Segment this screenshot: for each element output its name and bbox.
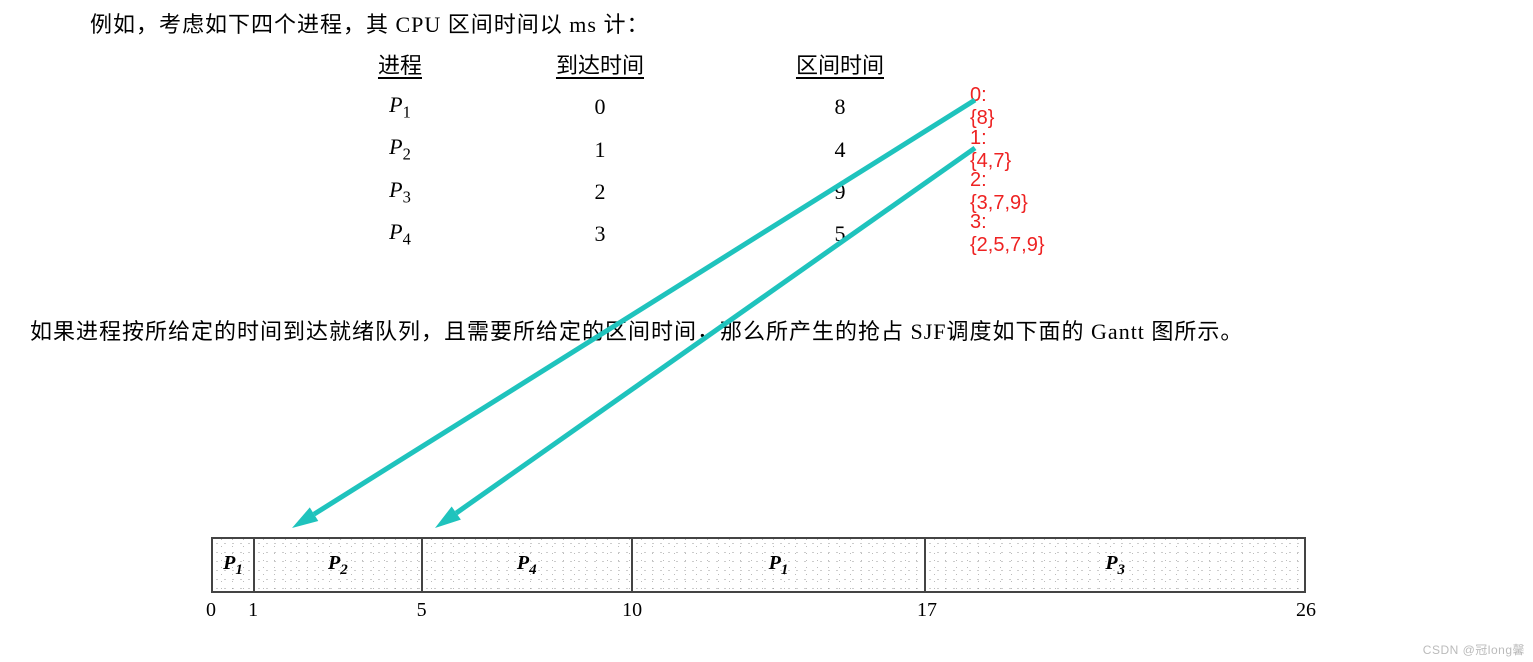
cell-burst: 5	[740, 221, 940, 247]
row-annotation: 2:{3,7,9}	[970, 169, 1028, 215]
row-annotation: 1:{4,7}	[970, 127, 1011, 173]
cell-arrival: 3	[460, 221, 740, 247]
cell-arrival: 1	[460, 137, 740, 163]
table-row: P2141:{4,7}	[340, 134, 940, 164]
body-paragraph: 如果进程按所给定的时间到达就绪队列，且需要所给定的区间时间，那么所产生的抢占 S…	[30, 310, 1500, 354]
gantt-segment: P1	[633, 539, 927, 591]
gantt-tick: 0	[206, 599, 216, 622]
gantt-tick: 26	[1296, 599, 1316, 622]
header-process: 进程	[340, 48, 460, 80]
row-annotation: 3:{2,5,7,9}	[970, 211, 1045, 257]
gantt-segment: P2	[255, 539, 423, 591]
cell-burst: 4	[740, 137, 940, 163]
cell-process: P4	[340, 219, 460, 249]
row-annotation: 0:{8}	[970, 84, 994, 130]
arrow-head-icon	[292, 507, 318, 528]
gantt-tick: 1	[248, 599, 258, 622]
table-header-row: 进程 到达时间 区间时间	[340, 48, 940, 80]
gantt-segment: P4	[423, 539, 633, 591]
header-arrival: 到达时间	[460, 48, 740, 80]
watermark: CSDN @冠long馨	[1423, 641, 1525, 658]
cell-process: P3	[340, 177, 460, 207]
process-table: 进程 到达时间 区间时间 P1080:{8} P2141:{4,7} P3292:{…	[340, 48, 940, 250]
gantt-segment: P1	[213, 539, 255, 591]
gantt-tick: 17	[917, 599, 937, 622]
cell-process: P1	[340, 92, 460, 122]
table-row: P4353:{2,5,7,9}	[340, 219, 940, 249]
header-burst: 区间时间	[740, 48, 940, 80]
cell-burst: 9	[740, 179, 940, 205]
gantt-bar: P1P2P4P1P3	[211, 537, 1306, 593]
table-row: P3292:{3,7,9}	[340, 177, 940, 207]
cell-arrival: 2	[460, 179, 740, 205]
arrow-head-icon	[435, 506, 461, 528]
intro-text: 例如，考虑如下四个进程，其 CPU 区间时间以 ms 计：	[90, 7, 649, 39]
gantt-chart: P1P2P4P1P3 015101726	[211, 537, 1306, 629]
gantt-axis: 015101726	[211, 599, 1306, 629]
gantt-tick: 10	[622, 599, 642, 622]
table-row: P1080:{8}	[340, 92, 940, 122]
cell-arrival: 0	[460, 94, 740, 120]
cell-process: P2	[340, 134, 460, 164]
gantt-tick: 5	[417, 599, 427, 622]
cell-burst: 8	[740, 94, 940, 120]
gantt-segment: P3	[926, 539, 1304, 591]
